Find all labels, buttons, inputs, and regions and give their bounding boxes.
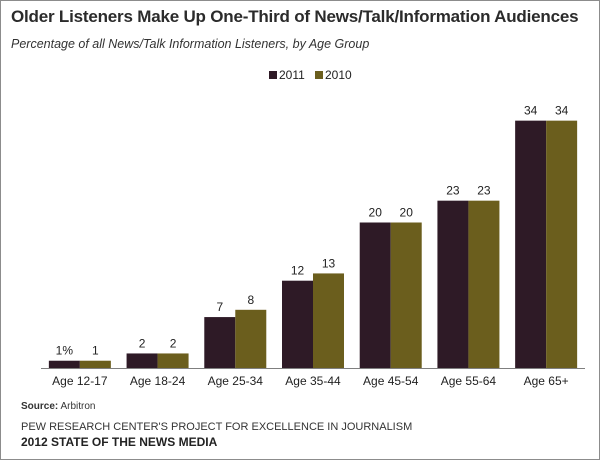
tick-label-age-55-64: Age 55-64 xyxy=(441,374,497,388)
source-note: Source: Arbitron xyxy=(21,401,95,412)
bar-2011-age-18-24 xyxy=(126,353,158,368)
chart-subtitle: Percentage of all News/Talk Information … xyxy=(11,37,370,51)
value-label-2010-age-18-24: 2 xyxy=(170,336,177,350)
bar-2011-age-25-34 xyxy=(204,317,236,368)
credit-line-organization: PEW RESEARCH CENTER'S PROJECT FOR EXCELL… xyxy=(21,421,413,433)
bar-2010-age-35-44 xyxy=(313,273,344,368)
value-label-2011-age-45-54: 20 xyxy=(369,206,383,220)
chart-bars xyxy=(48,120,578,369)
value-label-2011-age-55-64: 23 xyxy=(446,184,460,198)
value-label-2010-age-45-54: 20 xyxy=(400,206,414,220)
chart-title: Older Listeners Make Up One-Third of New… xyxy=(11,7,579,26)
bar-2011-age-45-54 xyxy=(359,222,391,368)
chart-legend: 2011 2010 xyxy=(269,68,352,82)
bar-2010-age-55-64 xyxy=(468,200,500,368)
legend-swatch-2010 xyxy=(315,71,323,79)
value-label-2011-age-35-44: 12 xyxy=(291,264,305,278)
value-label-2010-age-55-64: 23 xyxy=(477,184,491,198)
bar-2011-age-12-17 xyxy=(48,360,80,368)
source-text: Arbitron xyxy=(60,401,96,412)
tick-label-age-12-17: Age 12-17 xyxy=(52,374,108,388)
legend-swatch-2011 xyxy=(269,71,277,79)
tick-label-age-18-24: Age 18-24 xyxy=(130,374,186,388)
bar-2011-age-55-64 xyxy=(437,200,469,368)
legend-label-2011: 2011 xyxy=(279,68,305,82)
bar-2010-age-18-24 xyxy=(157,353,189,368)
bar-2010-age-25-34 xyxy=(235,309,267,368)
bar-2010-age-65+ xyxy=(546,120,578,369)
value-label-2011-age-12-17: 1% xyxy=(56,344,74,358)
value-label-2011-age-18-24: 2 xyxy=(139,336,146,350)
tick-label-age-45-54: Age 45-54 xyxy=(363,374,419,388)
value-label-2011-age-65+: 34 xyxy=(524,104,538,118)
x-axis-tick-labels: Age 12-17 Age 18-24 Age 25-34 Age 35-44 Age … xyxy=(52,374,569,388)
value-label-2010-age-35-44: 13 xyxy=(322,256,336,270)
bar-2010-age-45-54 xyxy=(390,222,422,368)
value-label-2010-age-12-17: 1 xyxy=(92,344,99,358)
tick-label-age-65+: Age 65+ xyxy=(524,374,569,388)
bar-2010-age-12-17 xyxy=(79,360,111,368)
legend-label-2010: 2010 xyxy=(325,68,352,82)
bar-2011-age-65+ xyxy=(515,120,547,369)
bar-2011-age-35-44 xyxy=(282,280,313,368)
credit-line-report: 2012 STATE OF THE NEWS MEDIA xyxy=(21,435,218,449)
value-label-2010-age-65+: 34 xyxy=(555,104,569,118)
value-label-2010-age-25-34: 8 xyxy=(247,293,254,307)
tick-label-age-35-44: Age 35-44 xyxy=(285,374,341,388)
tick-label-age-25-34: Age 25-34 xyxy=(208,374,264,388)
source-label: Source: xyxy=(21,401,59,412)
value-label-2011-age-25-34: 7 xyxy=(216,300,223,314)
